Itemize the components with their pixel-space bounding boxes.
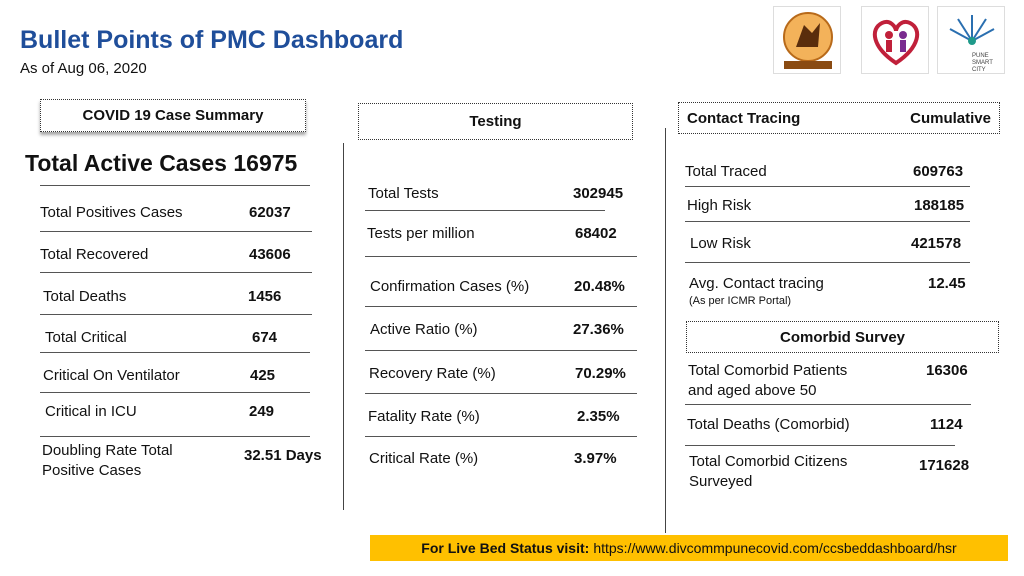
covid-row-label: Total Critical — [45, 329, 127, 346]
divider — [365, 350, 637, 351]
contact-row-label: Total Traced — [685, 163, 767, 180]
covid-row-label: Total Recovered — [40, 246, 149, 263]
contact-row-value: 12.45 — [928, 275, 966, 292]
contact-row-label: Low Risk — [690, 235, 751, 252]
comorbid-patients-value: 16306 — [926, 362, 968, 379]
avg-contact-note: (As per ICMR Portal) — [689, 295, 792, 307]
testing-row-value: 302945 — [573, 185, 624, 202]
divider — [365, 393, 637, 394]
comorbid-deaths-label: Total Deaths (Comorbid) — [687, 416, 850, 433]
covid-row-value: 62037 — [249, 204, 291, 221]
covid-row-label: Critical On Ventilator — [43, 367, 180, 384]
testing-row-label: Active Ratio (%) — [370, 321, 478, 338]
doubling-rate-label: Doubling Rate Total — [42, 442, 173, 459]
testing-row-value: 27.36% — [573, 321, 624, 338]
divider — [40, 272, 312, 273]
testing-row-value: 3.97% — [574, 450, 617, 467]
comorbid-citizens-label-line2: Surveyed — [689, 473, 753, 490]
divider — [40, 314, 312, 315]
doubling-rate-value: 32.51 Days — [244, 447, 322, 464]
pune-smart-city-logo: PUNE SMART CITY — [937, 6, 1005, 74]
covid-row-label: Critical in ICU — [45, 403, 137, 420]
testing-row-label: Critical Rate (%) — [369, 450, 479, 467]
live-bed-status-label: For Live Bed Status visit: — [421, 540, 590, 556]
divider — [40, 231, 312, 232]
divider — [685, 186, 970, 187]
divider — [365, 306, 637, 307]
contact-row-label: High Risk — [687, 197, 752, 214]
testing-row-value: 20.48% — [574, 278, 625, 295]
testing-row-label: Tests per million — [367, 225, 475, 242]
contact-row-label: Avg. Contact tracing — [689, 275, 824, 292]
divider — [40, 436, 310, 437]
divider — [685, 221, 970, 222]
covid-row-label: Total Positives Cases — [40, 204, 183, 221]
testing-row-value: 70.29% — [575, 365, 626, 382]
live-bed-status-link[interactable]: https://www.divcommpunecovid.com/ccsbedd… — [593, 540, 957, 556]
testing-row-label: Total Tests — [368, 185, 439, 202]
divider — [365, 210, 605, 211]
divider — [40, 185, 310, 186]
doubling-rate-label-line2: Positive Cases — [42, 462, 142, 479]
smart-city-label: PUNE SMART CITY — [972, 53, 993, 73]
divider — [365, 256, 637, 257]
comorbid-patients-label-line2: and aged above 50 — [688, 382, 817, 399]
cumulative-label: Cumulative — [910, 109, 991, 127]
comorbid-survey-header: Comorbid Survey — [686, 321, 999, 353]
comorbid-deaths-value: 1124 — [930, 416, 963, 433]
divider — [365, 436, 637, 437]
testing-row-label: Fatality Rate (%) — [368, 408, 480, 425]
covid-row-value: 674 — [252, 329, 278, 346]
contact-tracing-header: Contact Tracing Cumulative — [678, 102, 1000, 134]
covid-row-value: 249 — [249, 403, 275, 420]
contact-row-value: 421578 — [911, 235, 962, 252]
testing-row-value: 68402 — [575, 225, 617, 242]
health-department-logo — [861, 6, 929, 74]
covid-row-value: 1456 — [248, 288, 282, 305]
covid-row-value: 43606 — [249, 246, 291, 263]
covid-row-value: 425 — [250, 367, 276, 384]
testing-row-value: 2.35% — [577, 408, 620, 425]
pmc-emblem-logo — [773, 6, 841, 74]
smart-city-icon — [949, 15, 995, 45]
divider — [40, 392, 310, 393]
comorbid-patients-label: Total Comorbid Patients — [688, 362, 848, 379]
contact-row-value: 188185 — [914, 197, 965, 214]
divider — [685, 445, 955, 446]
as-of-date: As of Aug 06, 2020 — [20, 60, 147, 77]
testing-row-label: Recovery Rate (%) — [369, 365, 496, 382]
divider — [40, 352, 310, 353]
contact-row-value: 609763 — [913, 163, 964, 180]
column-separator — [665, 128, 666, 533]
pmc-emblem-icon — [783, 12, 833, 69]
page-title: Bullet Points of PMC Dashboard — [20, 26, 404, 54]
covid-row-label: Total Deaths — [43, 288, 127, 305]
comorbid-citizens-value: 171628 — [919, 457, 970, 474]
divider — [685, 404, 971, 405]
divider — [685, 262, 970, 263]
column-separator — [343, 143, 344, 510]
total-active-cases: Total Active Cases 16975 — [25, 150, 298, 176]
contact-tracing-title: Contact Tracing — [687, 109, 801, 127]
covid-summary-header: COVID 19 Case Summary — [40, 99, 306, 132]
health-department-logo-icon — [872, 20, 920, 66]
testing-header: Testing — [358, 103, 633, 140]
testing-row-label: Confirmation Cases (%) — [370, 278, 530, 295]
comorbid-citizens-label: Total Comorbid Citizens — [689, 453, 848, 470]
live-bed-status-banner: For Live Bed Status visit: https://www.d… — [370, 535, 1008, 561]
